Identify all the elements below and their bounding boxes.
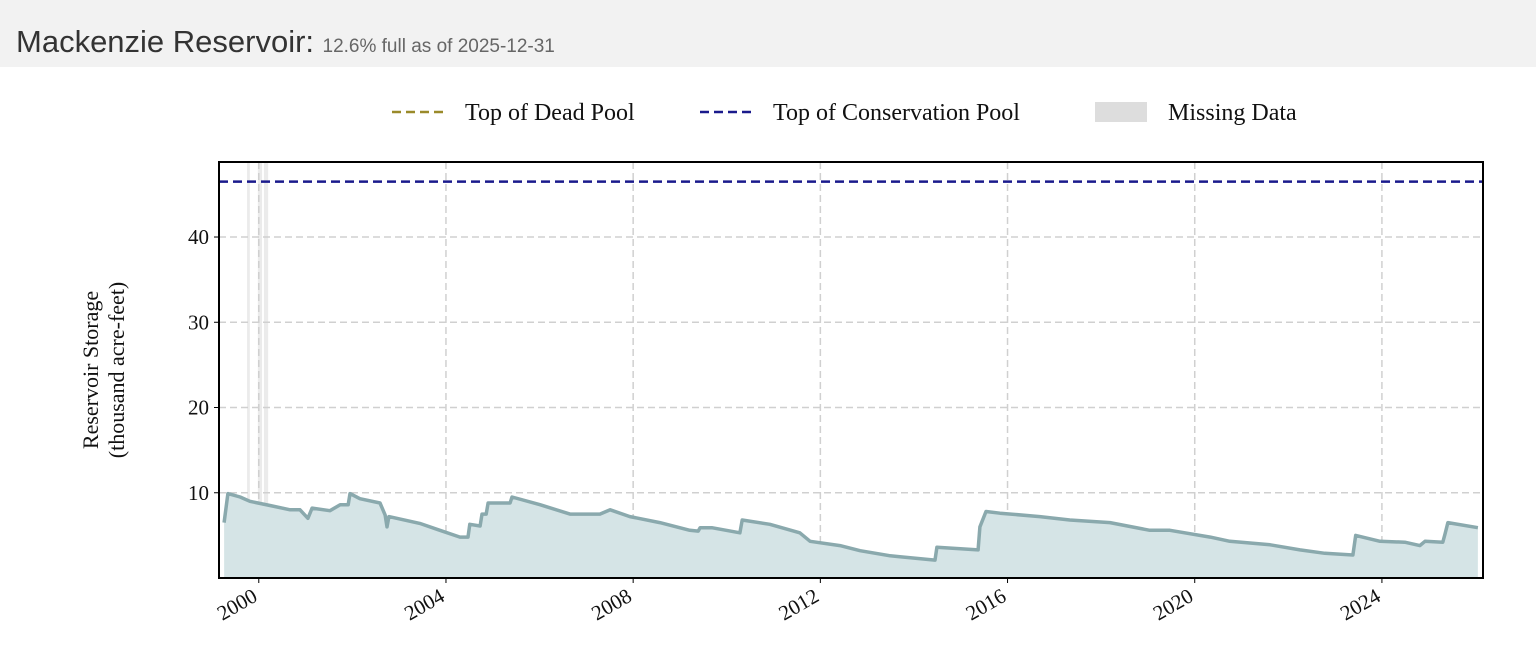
missing-band (247, 162, 250, 578)
x-tick-label: 2012 (774, 584, 822, 626)
y-axis-label: Reservoir Storage(thousand acre-feet) (78, 282, 129, 459)
y-tick-label: 10 (188, 481, 209, 505)
x-tick-label: 2020 (1149, 584, 1197, 626)
missing-band (257, 162, 263, 578)
legend-swatch (1095, 102, 1147, 122)
header-title: Mackenzie Reservoir: 12.6% full as of 20… (16, 24, 555, 59)
missing-band (263, 162, 269, 578)
y-tick-label: 30 (188, 310, 209, 334)
x-tick-label: 2004 (400, 583, 449, 625)
area-fill (224, 493, 1478, 578)
storage-line (222, 491, 1479, 562)
x-tick-label: 2016 (962, 584, 1010, 626)
y-axis-label-line: (thousand acre-feet) (104, 282, 129, 459)
y-tick-label: 40 (188, 225, 209, 249)
x-tick-label: 2024 (1336, 583, 1385, 625)
legend-label: Top of Dead Pool (465, 100, 635, 126)
y-tick-label: 20 (188, 396, 209, 420)
title: Mackenzie Reservoir: (16, 24, 314, 59)
y-axis-label-line: Reservoir Storage (78, 291, 103, 449)
x-tick-label: 2000 (213, 584, 261, 626)
header-bar (0, 0, 1536, 67)
legend-label: Missing Data (1168, 100, 1297, 126)
x-tick-label: 2008 (587, 584, 635, 626)
legend-label: Top of Conservation Pool (773, 100, 1020, 126)
subtitle: 12.6% full as of 2025-12-31 (323, 36, 555, 57)
plot-frame (218, 161, 1484, 579)
